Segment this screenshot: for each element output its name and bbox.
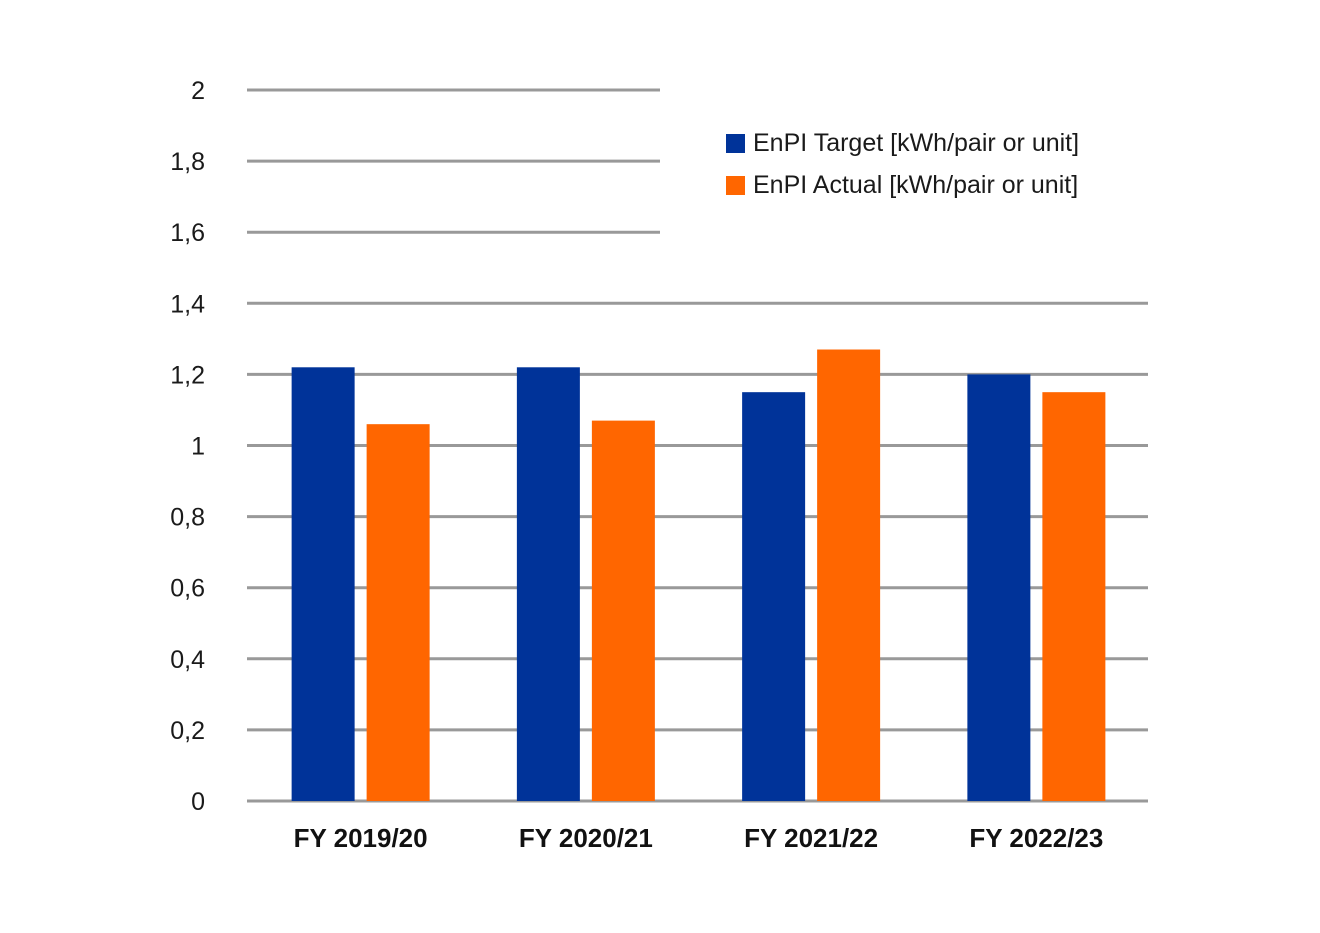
bars xyxy=(291,349,1106,801)
legend-label-target: EnPI Target [kWh/pair or unit] xyxy=(753,129,1079,157)
y-tick-label: 0 xyxy=(191,788,205,816)
x-category-label: FY 2021/22 xyxy=(744,823,878,853)
y-tick-label: 0,8 xyxy=(170,504,205,532)
y-axis-ticks: 0 0,2 0,4 0,6 0,8 1 1,2 1,4 1,6 1,8 2 xyxy=(170,77,205,816)
bar-target xyxy=(742,392,806,801)
y-tick-label: 0,2 xyxy=(170,717,205,745)
y-tick-label: 1,2 xyxy=(170,361,205,389)
x-category-label: FY 2020/21 xyxy=(519,823,653,853)
y-tick-label: 0,6 xyxy=(170,575,205,603)
bar-actual xyxy=(1042,392,1106,801)
legend: EnPI Target [kWh/pair or unit] EnPI Actu… xyxy=(726,129,1079,199)
x-category-label: FY 2019/20 xyxy=(294,823,428,853)
legend-label-actual: EnPI Actual [kWh/pair or unit] xyxy=(753,171,1078,199)
bar-target xyxy=(967,374,1031,801)
bar-actual xyxy=(591,420,655,801)
y-tick-label: 1,8 xyxy=(170,148,205,176)
x-axis-labels: FY 2019/20 FY 2020/21 FY 2021/22 FY 2022/23 xyxy=(294,823,1104,853)
legend-swatch-target xyxy=(726,134,745,153)
y-tick-label: 1,6 xyxy=(170,219,205,247)
bar-actual xyxy=(366,424,430,801)
x-category-label: FY 2022/23 xyxy=(969,823,1103,853)
legend-swatch-actual xyxy=(726,176,745,195)
y-tick-label: 1,4 xyxy=(170,290,205,318)
y-tick-label: 2 xyxy=(191,77,205,105)
bar-target xyxy=(516,367,580,801)
y-tick-label: 0,4 xyxy=(170,646,205,674)
bar-actual xyxy=(817,349,881,801)
y-tick-label: 1 xyxy=(191,433,205,461)
bar-target xyxy=(291,367,355,801)
